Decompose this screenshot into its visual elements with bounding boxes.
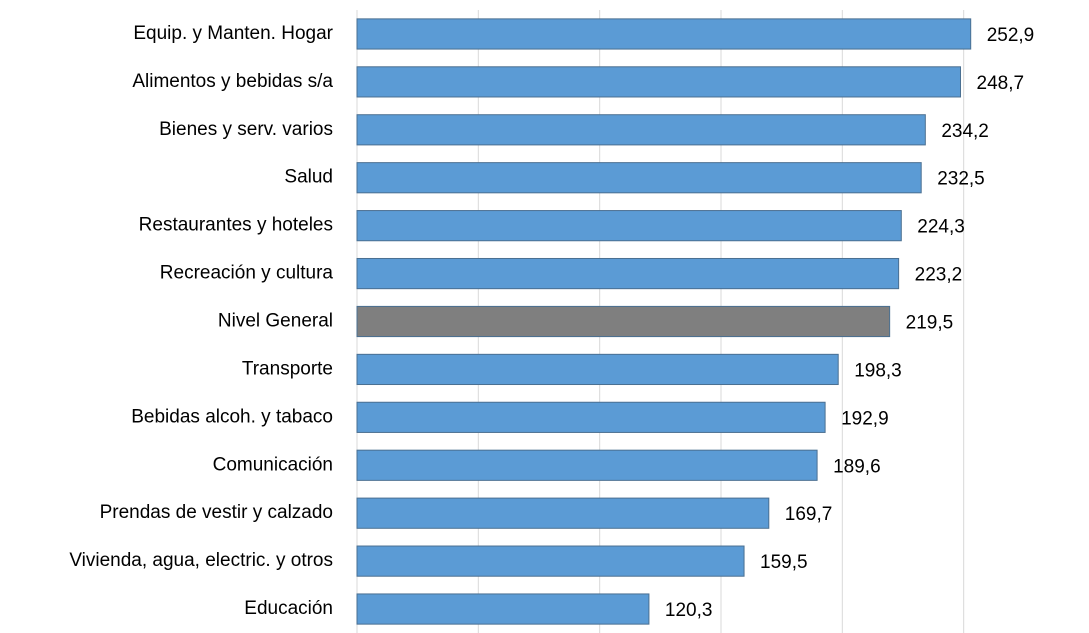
value-label: 234,2 (941, 121, 989, 142)
value-label: 198,3 (854, 360, 902, 381)
bar (356, 497, 770, 529)
value-label: 120,3 (665, 600, 713, 621)
value-label: 252,9 (987, 25, 1035, 46)
value-label: 223,2 (915, 265, 963, 286)
y-tick-label: Nivel General (218, 311, 333, 332)
bar (356, 401, 826, 433)
bar (356, 210, 902, 242)
y-tick-label: Salud (284, 167, 333, 188)
y-tick-label: Alimentos y bebidas s/a (132, 71, 333, 92)
y-tick-label: Transporte (242, 358, 333, 379)
y-tick-label: Educación (244, 598, 333, 619)
y-tick-label: Comunicación (213, 454, 333, 475)
bar (356, 66, 962, 98)
bar (356, 18, 972, 50)
bar (356, 449, 818, 481)
y-tick-label: Prendas de vestir y calzado (100, 502, 333, 523)
value-label: 189,6 (833, 456, 881, 477)
y-tick-label: Equip. y Manten. Hogar (133, 23, 333, 44)
y-tick-label: Bienes y serv. varios (159, 119, 333, 140)
bar (356, 162, 922, 194)
bar (356, 114, 926, 146)
bar (356, 593, 650, 625)
bar (356, 545, 745, 577)
value-label: 192,9 (841, 408, 889, 429)
value-label: 248,7 (977, 73, 1025, 94)
y-tick-label: Recreación y cultura (160, 263, 334, 284)
bar (356, 257, 900, 290)
y-tick-label: Restaurantes y hoteles (139, 215, 333, 236)
bar (356, 353, 839, 386)
bar (356, 305, 891, 338)
y-tick-label: Vivienda, agua, electric. y otros (69, 550, 333, 571)
value-label: 169,7 (785, 504, 833, 525)
value-label: 224,3 (917, 217, 965, 238)
y-tick-label: Bebidas alcoh. y tabaco (131, 406, 333, 427)
value-label: 232,5 (937, 169, 985, 190)
value-label: 159,5 (760, 552, 808, 573)
value-label: 219,5 (906, 313, 954, 334)
